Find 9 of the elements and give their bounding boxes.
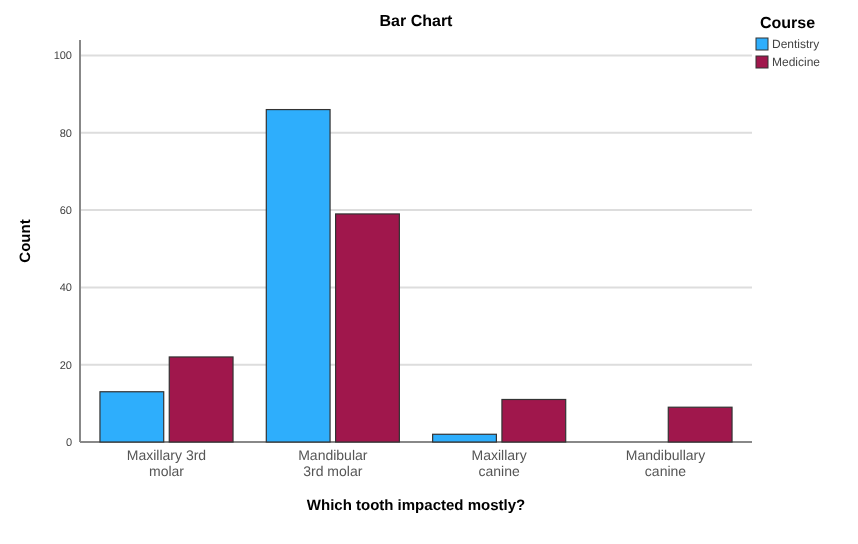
bar — [432, 433, 497, 443]
bar — [265, 108, 331, 443]
bar — [168, 356, 234, 443]
bar — [667, 406, 733, 443]
legend-title: Course — [760, 14, 817, 32]
bar — [99, 391, 165, 443]
chart-title: Bar Chart — [379, 12, 454, 30]
bar — [335, 213, 400, 443]
bar — [501, 398, 567, 443]
